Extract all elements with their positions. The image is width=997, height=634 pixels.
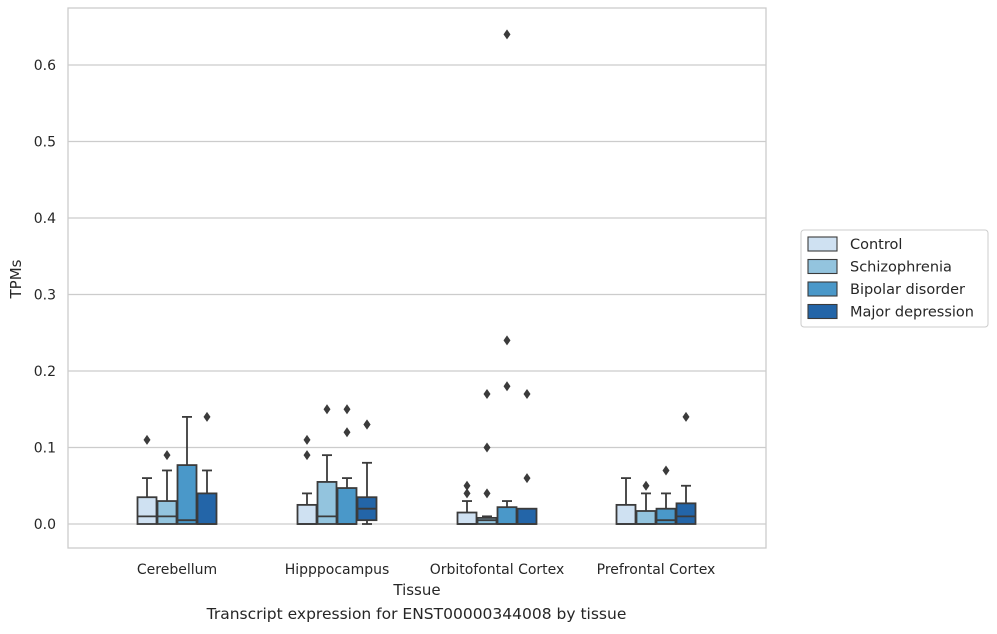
- box-schizophrenia: [316, 404, 338, 525]
- outlier-point: [163, 450, 171, 461]
- box-body: [456, 511, 478, 525]
- legend-swatch: [807, 303, 838, 320]
- y-tick-label: 0.3: [34, 288, 56, 304]
- box-body: [516, 507, 538, 525]
- legend: Control Schizophrenia Bipolar disorder Majo…: [800, 229, 989, 328]
- box-body: [635, 510, 657, 525]
- x-tick-label: Cerebellum: [137, 562, 217, 578]
- y-tick-label: 0.1: [34, 441, 56, 457]
- box-control: [456, 480, 478, 525]
- box-bipolar-disorder: [336, 404, 358, 525]
- box-schizophrenia: [156, 450, 178, 525]
- outlier-point: [303, 450, 311, 461]
- legend-label: Control: [850, 237, 902, 253]
- x-tick-labels: Cerebellum Hipppocampus Orbitofontal Corte…: [137, 562, 715, 578]
- box-bipolar-disorder: [655, 465, 677, 525]
- box-schizophrenia: [635, 480, 657, 525]
- outlier-point: [463, 488, 471, 499]
- outlier-point: [523, 473, 531, 484]
- outlier-point: [463, 480, 471, 491]
- outlier-point: [483, 488, 491, 499]
- box-body: [655, 507, 677, 525]
- gridlines: [68, 64, 766, 525]
- box-body: [615, 503, 637, 525]
- y-tick-label: 0.4: [34, 211, 56, 227]
- outlier-point: [503, 335, 511, 346]
- outlier-point: [682, 411, 690, 422]
- outlier-point: [363, 419, 371, 430]
- legend-label: Schizophrenia: [850, 260, 952, 276]
- legend-label: Bipolar disorder: [850, 282, 965, 298]
- outlier-point: [343, 427, 351, 438]
- outlier-point: [662, 465, 670, 476]
- box-body: [675, 502, 697, 525]
- y-tick-label: 0.5: [34, 135, 56, 151]
- box-body: [196, 492, 218, 525]
- outlier-point: [303, 434, 311, 445]
- box-control: [615, 477, 637, 525]
- legend-label: Major depression: [850, 305, 974, 321]
- box-groups: [136, 29, 697, 525]
- y-tick-label: 0.6: [34, 58, 56, 74]
- box-major-depression: [516, 388, 538, 525]
- box-body: [316, 481, 338, 525]
- y-tick-labels: 0.0 0.1 0.2 0.3 0.4 0.5 0.6: [34, 58, 56, 533]
- outlier-point: [143, 434, 151, 445]
- outlier-point: [503, 29, 511, 40]
- box-control: [296, 434, 318, 525]
- box-control: [136, 434, 158, 525]
- y-tick-label: 0.2: [34, 364, 56, 380]
- outlier-point: [323, 404, 331, 415]
- x-tick-label: Orbitofontal Cortex: [430, 562, 565, 578]
- box-body: [136, 496, 158, 525]
- outlier-point: [483, 388, 491, 399]
- outlier-point: [503, 381, 511, 392]
- outlier-point: [642, 480, 650, 491]
- legend-items: Control Schizophrenia Bipolar disorder Majo…: [807, 236, 974, 321]
- x-axis-label: Tissue: [392, 581, 440, 599]
- box-body: [336, 487, 358, 525]
- box-major-depression: [675, 411, 697, 525]
- box-body: [156, 500, 178, 525]
- box-major-depression: [356, 419, 378, 525]
- y-axis-label: TPMs: [7, 259, 25, 299]
- box-body: [176, 464, 198, 525]
- box-schizophrenia: [476, 388, 498, 525]
- legend-swatch: [807, 236, 838, 252]
- outlier-point: [523, 388, 531, 399]
- plot-background: [68, 8, 766, 548]
- outlier-point: [483, 442, 491, 453]
- y-tick-label: 0.0: [34, 517, 56, 533]
- box-body: [296, 503, 318, 525]
- legend-swatch: [807, 281, 838, 297]
- plot-frame: [67, 7, 767, 549]
- x-tick-label: Prefrontal Cortex: [597, 562, 716, 578]
- legend-frame: [800, 229, 989, 328]
- outlier-point: [343, 404, 351, 415]
- box-bipolar-disorder: [496, 29, 518, 525]
- box-major-depression: [196, 411, 218, 525]
- x-tick-label: Hipppocampus: [285, 562, 390, 578]
- outlier-point: [203, 411, 211, 422]
- box-body: [496, 506, 518, 525]
- chart-caption: Transcript expression for ENST0000034400…: [206, 605, 627, 623]
- box-bipolar-disorder: [176, 415, 198, 525]
- legend-swatch: [807, 258, 838, 275]
